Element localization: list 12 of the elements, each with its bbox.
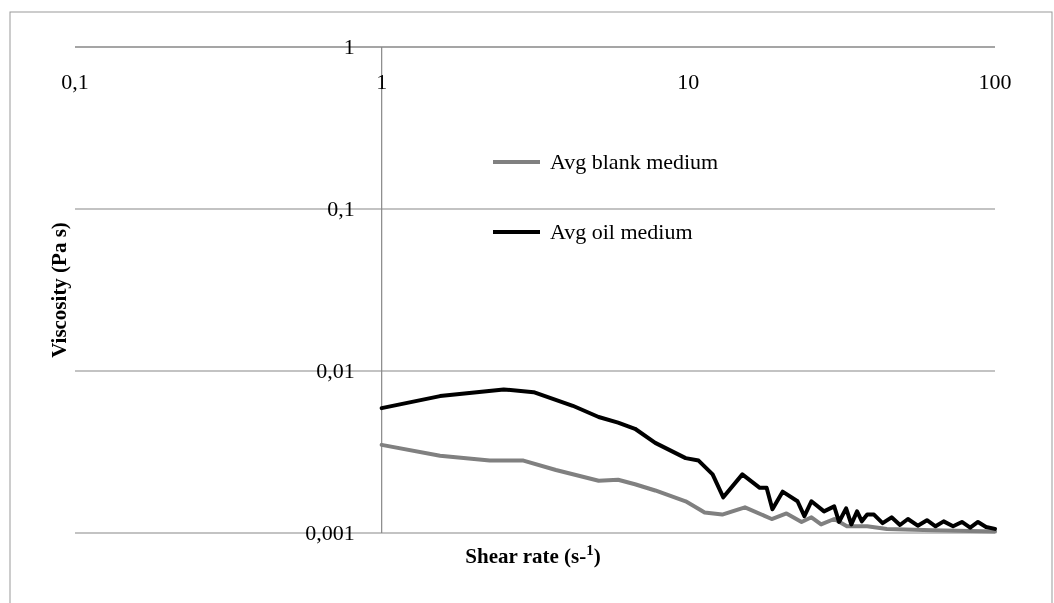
- y-tick-label: 0,1: [327, 196, 355, 221]
- x-axis-title: Shear rate (s-$^{1}$): [465, 542, 601, 568]
- x-tick-label: 10: [677, 69, 700, 94]
- x-tick-label: 1: [376, 69, 388, 94]
- y-tick-label: 0,01: [316, 358, 355, 383]
- y-axis-title: Viscosity (Pa s): [47, 222, 71, 358]
- legend-label: Avg oil medium: [550, 219, 693, 244]
- y-tick-label: 1: [343, 34, 355, 59]
- x-tick-label: 100: [978, 69, 1012, 94]
- x-tick-label: 0,1: [61, 69, 89, 94]
- y-tick-label: 0,001: [305, 520, 355, 545]
- legend-label: Avg blank medium: [550, 149, 719, 174]
